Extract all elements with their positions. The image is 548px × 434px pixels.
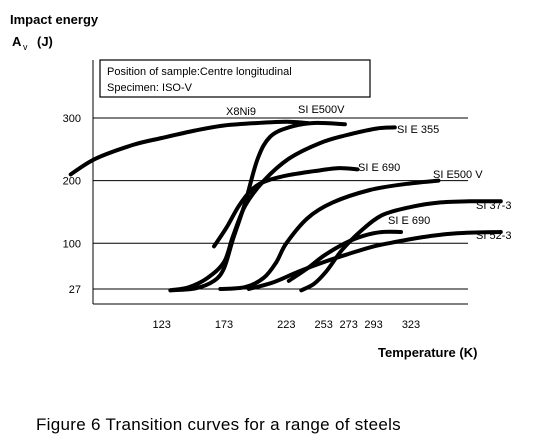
note-line-specimen: Specimen: ISO-V: [107, 82, 193, 94]
plot-frame: [92, 60, 468, 305]
gridlines: [93, 117, 468, 290]
x-tick-label: 123: [152, 319, 170, 331]
y-axis-title-subscript: v: [23, 42, 28, 52]
series-labels: X8Ni9 SI E500V SI E 355 SI E 690 SI E500 V SI…: [226, 104, 511, 242]
x-tick-labels: 123 173 223 253 273 293 323: [152, 319, 420, 331]
x-tick-label: 273: [339, 319, 357, 331]
series-curve-3: [212, 166, 360, 249]
x-tick-label: 293: [364, 319, 382, 331]
y-tick-label: 100: [63, 238, 81, 250]
figure-caption: Figure 6 Transition curves for a range o…: [36, 415, 401, 434]
y-axis-title-symbol: A: [12, 34, 22, 49]
note-box: Position of sample:Centre longitudinal S…: [99, 59, 371, 98]
series-label-7: SI 52-3: [476, 230, 511, 242]
y-axis-title-unit: (J): [37, 34, 53, 49]
series-label-4: SI E500 V: [433, 169, 483, 181]
y-tick-label: 300: [63, 113, 81, 125]
series-label-1: SI E500V: [298, 104, 345, 116]
note-line-position: Position of sample:Centre longitudinal: [107, 66, 292, 78]
series-curve-7: [246, 230, 503, 291]
series-curves: [68, 119, 503, 293]
series-curve-0: [68, 119, 310, 177]
x-axis-label: Temperature (K): [378, 345, 477, 360]
x-tick-label: 323: [402, 319, 420, 331]
x-tick-label: 173: [215, 319, 233, 331]
y-tick-labels: 27 100 200 300: [63, 113, 81, 296]
series-curve-4: [218, 178, 441, 291]
x-tick-label: 253: [315, 319, 333, 331]
series-label-6: SI E 690: [388, 215, 430, 227]
series-label-2: SI E 355: [397, 124, 439, 136]
y-tick-label: 200: [63, 176, 81, 188]
series-label-0: X8Ni9: [226, 106, 256, 118]
y-axis-title-line1: Impact energy: [10, 12, 99, 27]
x-tick-label: 223: [277, 319, 295, 331]
series-curve-2: [168, 125, 397, 293]
series-label-5: SI 37-3: [476, 200, 511, 212]
y-tick-label: 27: [69, 284, 81, 296]
series-curve-5: [299, 199, 503, 293]
series-label-3: SI E 690: [358, 162, 400, 174]
